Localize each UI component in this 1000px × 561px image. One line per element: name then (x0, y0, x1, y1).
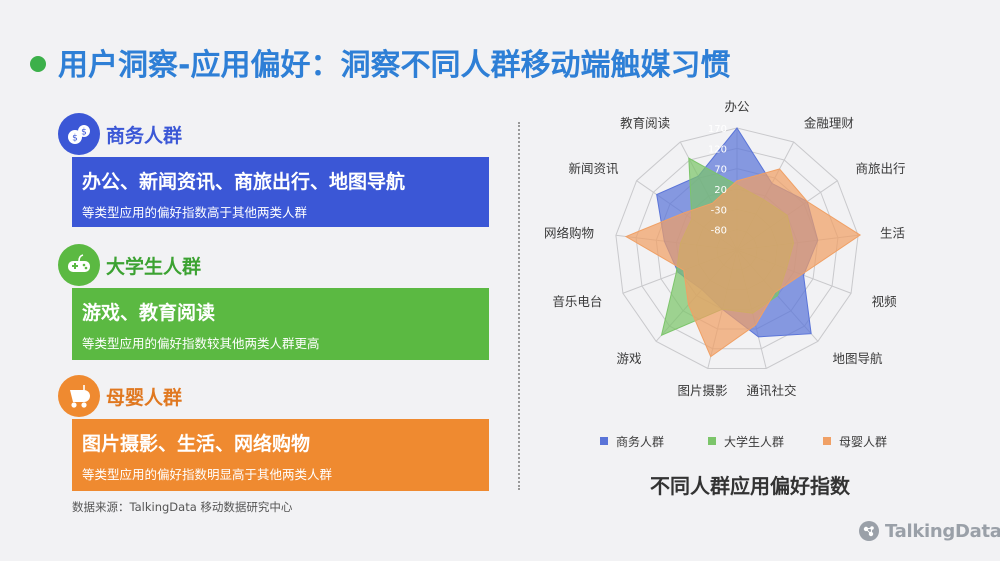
group-business-label: 商务人群 (106, 124, 183, 147)
axis-label-12: 教育阅读 (620, 115, 670, 130)
group-student-header: 大学生人群 (58, 244, 201, 286)
legend-swatch-1 (708, 437, 716, 445)
axis-label-7: 图片摄影 (678, 383, 729, 398)
axis-label-8: 游戏 (616, 351, 641, 366)
brand-name: TalkingData (885, 520, 1000, 542)
axis-label-10: 网络购物 (544, 226, 594, 241)
legend-swatch-2 (823, 437, 831, 445)
group-maternal-desc: 等类型应用的偏好指数明显高于其他两类人群 (82, 467, 333, 482)
group-maternal-header: 母婴人群 (58, 375, 182, 417)
axis-label-1: 金融理财 (804, 115, 854, 130)
group-business-desc: 等类型应用的偏好指数高于其他两类人群 (82, 205, 308, 220)
svg-text:$: $ (72, 134, 78, 144)
axis-label-5: 地图导航 (832, 351, 883, 366)
group-business-header: $ $ 商务人群 (58, 113, 182, 155)
legend-swatch-0 (600, 437, 608, 445)
grid-ring-4 (635, 147, 839, 350)
axis-label-3: 生活 (880, 226, 905, 241)
group-student-desc: 等类型应用的偏好指数较其他两类人群更高 (82, 336, 320, 351)
group-student-label: 大学生人群 (106, 255, 202, 278)
axis-label-11: 新闻资讯 (568, 161, 619, 176)
page-title: 用户洞察-应用偏好：洞察不同人群移动端触媒习惯 (58, 48, 731, 83)
legend-label-0: 商务人群 (616, 434, 664, 449)
svg-text:$: $ (81, 128, 87, 138)
group-maternal-box: 图片摄影、生活、网络购物 等类型应用的偏好指数明显高于其他两类人群 (72, 419, 489, 491)
data-source-note: 数据来源：TalkingData 移动数据研究中心 (72, 500, 293, 514)
legend-label-1: 大学生人群 (724, 434, 784, 449)
gamepad-icon (58, 244, 100, 286)
series-area-2 (624, 168, 862, 358)
section-divider (518, 122, 520, 490)
group-business-headline: 办公、新闻资讯、商旅出行、地图导航 (82, 171, 406, 193)
axis-label-2: 商旅出行 (856, 161, 906, 176)
axis-label-6: 通讯社交 (746, 383, 796, 398)
chart-title: 不同人群应用偏好指数 (650, 474, 850, 498)
legend-label-2: 母婴人群 (839, 435, 887, 449)
money-bag-icon: $ $ (58, 113, 100, 155)
group-maternal-headline: 图片摄影、生活、网络购物 (82, 433, 311, 455)
brand-logo: TalkingData (858, 520, 1000, 542)
axis-label-4: 视频 (872, 294, 898, 309)
grid-ring-5 (615, 127, 859, 369)
tick-label-1: -30 (711, 205, 727, 216)
tick-label-2: 20 (714, 185, 727, 196)
title-bullet (30, 56, 46, 72)
axis-label-0: 办公 (724, 100, 750, 114)
brand-icon (859, 521, 879, 541)
baby-stroller-icon (58, 375, 100, 417)
group-business-box: 办公、新闻资讯、商旅出行、地图导航 等类型应用的偏好指数高于其他两类人群 (72, 157, 489, 227)
tick-label-0: -80 (711, 226, 727, 237)
group-student-headline: 游戏、教育阅读 (82, 302, 216, 324)
tick-label-4: 120 (708, 144, 727, 155)
tick-label-3: 70 (714, 165, 727, 176)
tick-label-5: 170 (708, 124, 727, 135)
group-maternal-label: 母婴人群 (106, 386, 183, 409)
axis-label-9: 音乐电台 (552, 294, 602, 309)
group-student-box: 游戏、教育阅读 等类型应用的偏好指数较其他两类人群更高 (72, 288, 489, 360)
